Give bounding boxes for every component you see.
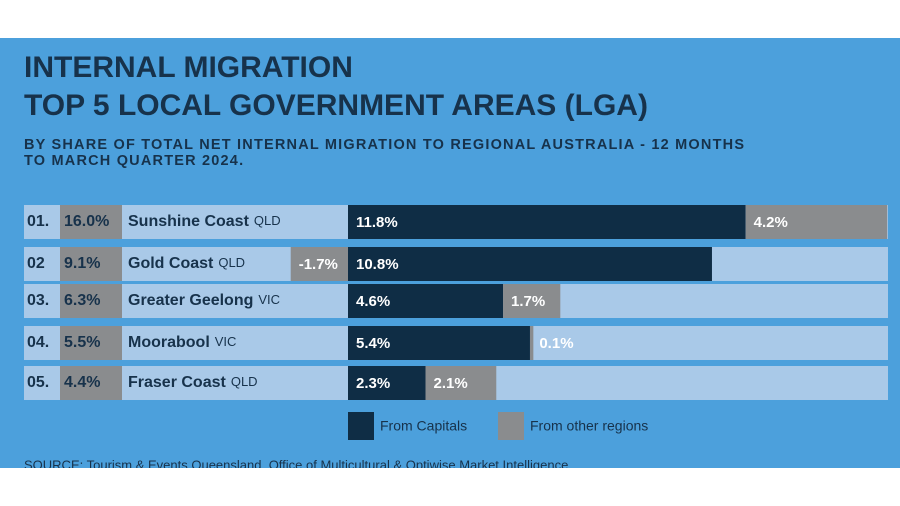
value-label: 10.8% [356, 256, 399, 273]
category-label: Greater Geelong VIC [128, 292, 280, 309]
title: INTERNAL MIGRATION [24, 51, 353, 84]
state: QLD [254, 213, 281, 228]
lga-name: Sunshine Coast [128, 213, 250, 230]
subtitle: BY SHARE OF TOTAL NET INTERNAL MIGRATION… [24, 137, 745, 153]
share-cell [60, 366, 122, 400]
bar-segment [290, 247, 348, 281]
legend-label: From Capitals [380, 418, 467, 434]
state: VIC [258, 292, 280, 307]
bar-segment [348, 326, 530, 360]
value-label: 2.1% [434, 375, 468, 392]
bar-segment [348, 366, 426, 400]
value-label: -1.7% [299, 256, 338, 273]
rank: 03. [27, 292, 49, 309]
rank: 04. [27, 334, 49, 351]
rank: 01. [27, 213, 49, 230]
share-cell [60, 205, 122, 239]
legend-swatch [348, 412, 374, 440]
lga-name: Moorabool [128, 334, 210, 351]
legend-swatch [498, 412, 524, 440]
value-label: 11.8% [356, 214, 398, 231]
category-label: Gold Coast QLD [128, 255, 245, 272]
lga-name: Greater Geelong [128, 292, 253, 309]
share-label: 5.5% [64, 334, 100, 351]
share-label: 6.3% [64, 292, 100, 309]
state: VIC [215, 334, 237, 349]
category-label: Moorabool VIC [128, 334, 236, 351]
lga-name: Fraser Coast [128, 374, 226, 391]
value-label: 2.3% [356, 375, 390, 392]
value-label: 4.2% [754, 214, 788, 231]
lga-name: Gold Coast [128, 255, 214, 272]
value-label: 4.6% [356, 293, 390, 310]
content: INTERNAL MIGRATION TOP 5 LOCAL GOVERNMEN… [24, 51, 888, 472]
value-label: 1.7% [511, 293, 545, 310]
bar-segment [348, 205, 746, 239]
bar-segment [503, 284, 561, 318]
value-label: 0.1% [539, 335, 573, 352]
subtitle: TO MARCH QUARTER 2024. [24, 153, 244, 169]
source: SOURCE: Tourism & Events Queensland, Off… [24, 457, 568, 472]
rank: 05. [27, 374, 49, 391]
title: TOP 5 LOCAL GOVERNMENT AREAS (LGA) [24, 89, 648, 122]
bar-segment [348, 247, 712, 281]
category-label: Sunshine Coast QLD [128, 213, 281, 230]
rank: 02 [27, 255, 45, 272]
share-label: 16.0% [64, 213, 109, 230]
share-cell [60, 284, 122, 318]
value-label: 5.4% [356, 335, 390, 352]
bar-segment [745, 205, 888, 239]
share-cell [60, 326, 122, 360]
share-label: 9.1% [64, 255, 100, 272]
share-cell [60, 247, 122, 281]
bar-segment [425, 366, 497, 400]
state: QLD [231, 374, 258, 389]
bar-segment [348, 284, 504, 318]
legend-label: From other regions [530, 418, 648, 434]
state: QLD [218, 255, 245, 270]
bar-segment [529, 326, 534, 360]
category-label: Fraser Coast QLD [128, 374, 258, 391]
share-label: 4.4% [64, 374, 100, 391]
